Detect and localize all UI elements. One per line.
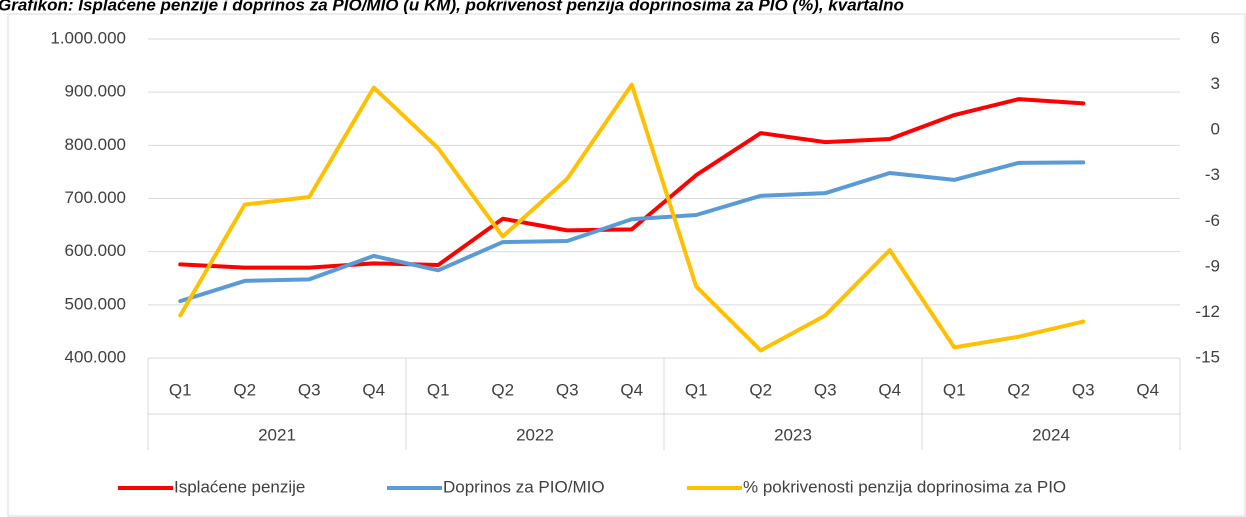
y2-tick-label: -6 [1205, 211, 1220, 230]
y-tick-label: 500.000 [65, 294, 126, 313]
y2-tick-label: -3 [1205, 165, 1220, 184]
x-tick-label: Q1 [427, 380, 450, 399]
series-line [178, 160, 1086, 304]
x-tick-label: Q1 [943, 380, 966, 399]
series-line [178, 82, 1086, 353]
x-tick-label: Q3 [556, 380, 579, 399]
x-group-label: 2023 [774, 425, 812, 444]
x-tick-label: Q4 [362, 380, 385, 399]
x-tick-label: Q4 [620, 380, 643, 399]
legend-label: Doprinos za PIO/MIO [443, 477, 605, 496]
y2-tick-label: -9 [1205, 256, 1220, 275]
x-tick-label: Q4 [1136, 380, 1159, 399]
x-group-label: 2021 [258, 425, 296, 444]
chart-frame [7, 13, 1246, 517]
x-tick-label: Q2 [233, 380, 256, 399]
legend-label: % pokrivenosti penzija doprinosima za PI… [743, 477, 1066, 496]
y-tick-label: 400.000 [65, 347, 126, 366]
y-tick-label: 900.000 [65, 82, 126, 101]
y-tick-label: 700.000 [65, 188, 126, 207]
series-line [178, 97, 1086, 270]
x-group-label: 2024 [1032, 425, 1070, 444]
y2-tick-label: 6 [1211, 28, 1220, 47]
x-tick-label: Q2 [749, 380, 772, 399]
x-tick-label: Q1 [169, 380, 192, 399]
x-group-label: 2022 [516, 425, 554, 444]
chart-title: Grafikon: Isplaćene penzije i doprinos z… [0, 0, 904, 14]
x-tick-label: Q3 [1072, 380, 1095, 399]
x-tick-label: Q3 [814, 380, 837, 399]
y-tick-label: 800.000 [65, 135, 126, 154]
x-tick-label: Q2 [1007, 380, 1030, 399]
legend-label: Isplaćene penzije [174, 477, 305, 496]
y2-tick-label: 0 [1211, 120, 1220, 139]
y-tick-label: 600.000 [65, 241, 126, 260]
x-tick-label: Q3 [298, 380, 321, 399]
x-tick-label: Q4 [878, 380, 901, 399]
y2-tick-label: -15 [1195, 347, 1220, 366]
y2-tick-label: 3 [1211, 74, 1220, 93]
x-tick-label: Q2 [491, 380, 514, 399]
x-tick-label: Q1 [685, 380, 708, 399]
y2-tick-label: -12 [1195, 302, 1220, 321]
y-tick-label: 1.000.000 [50, 28, 126, 47]
